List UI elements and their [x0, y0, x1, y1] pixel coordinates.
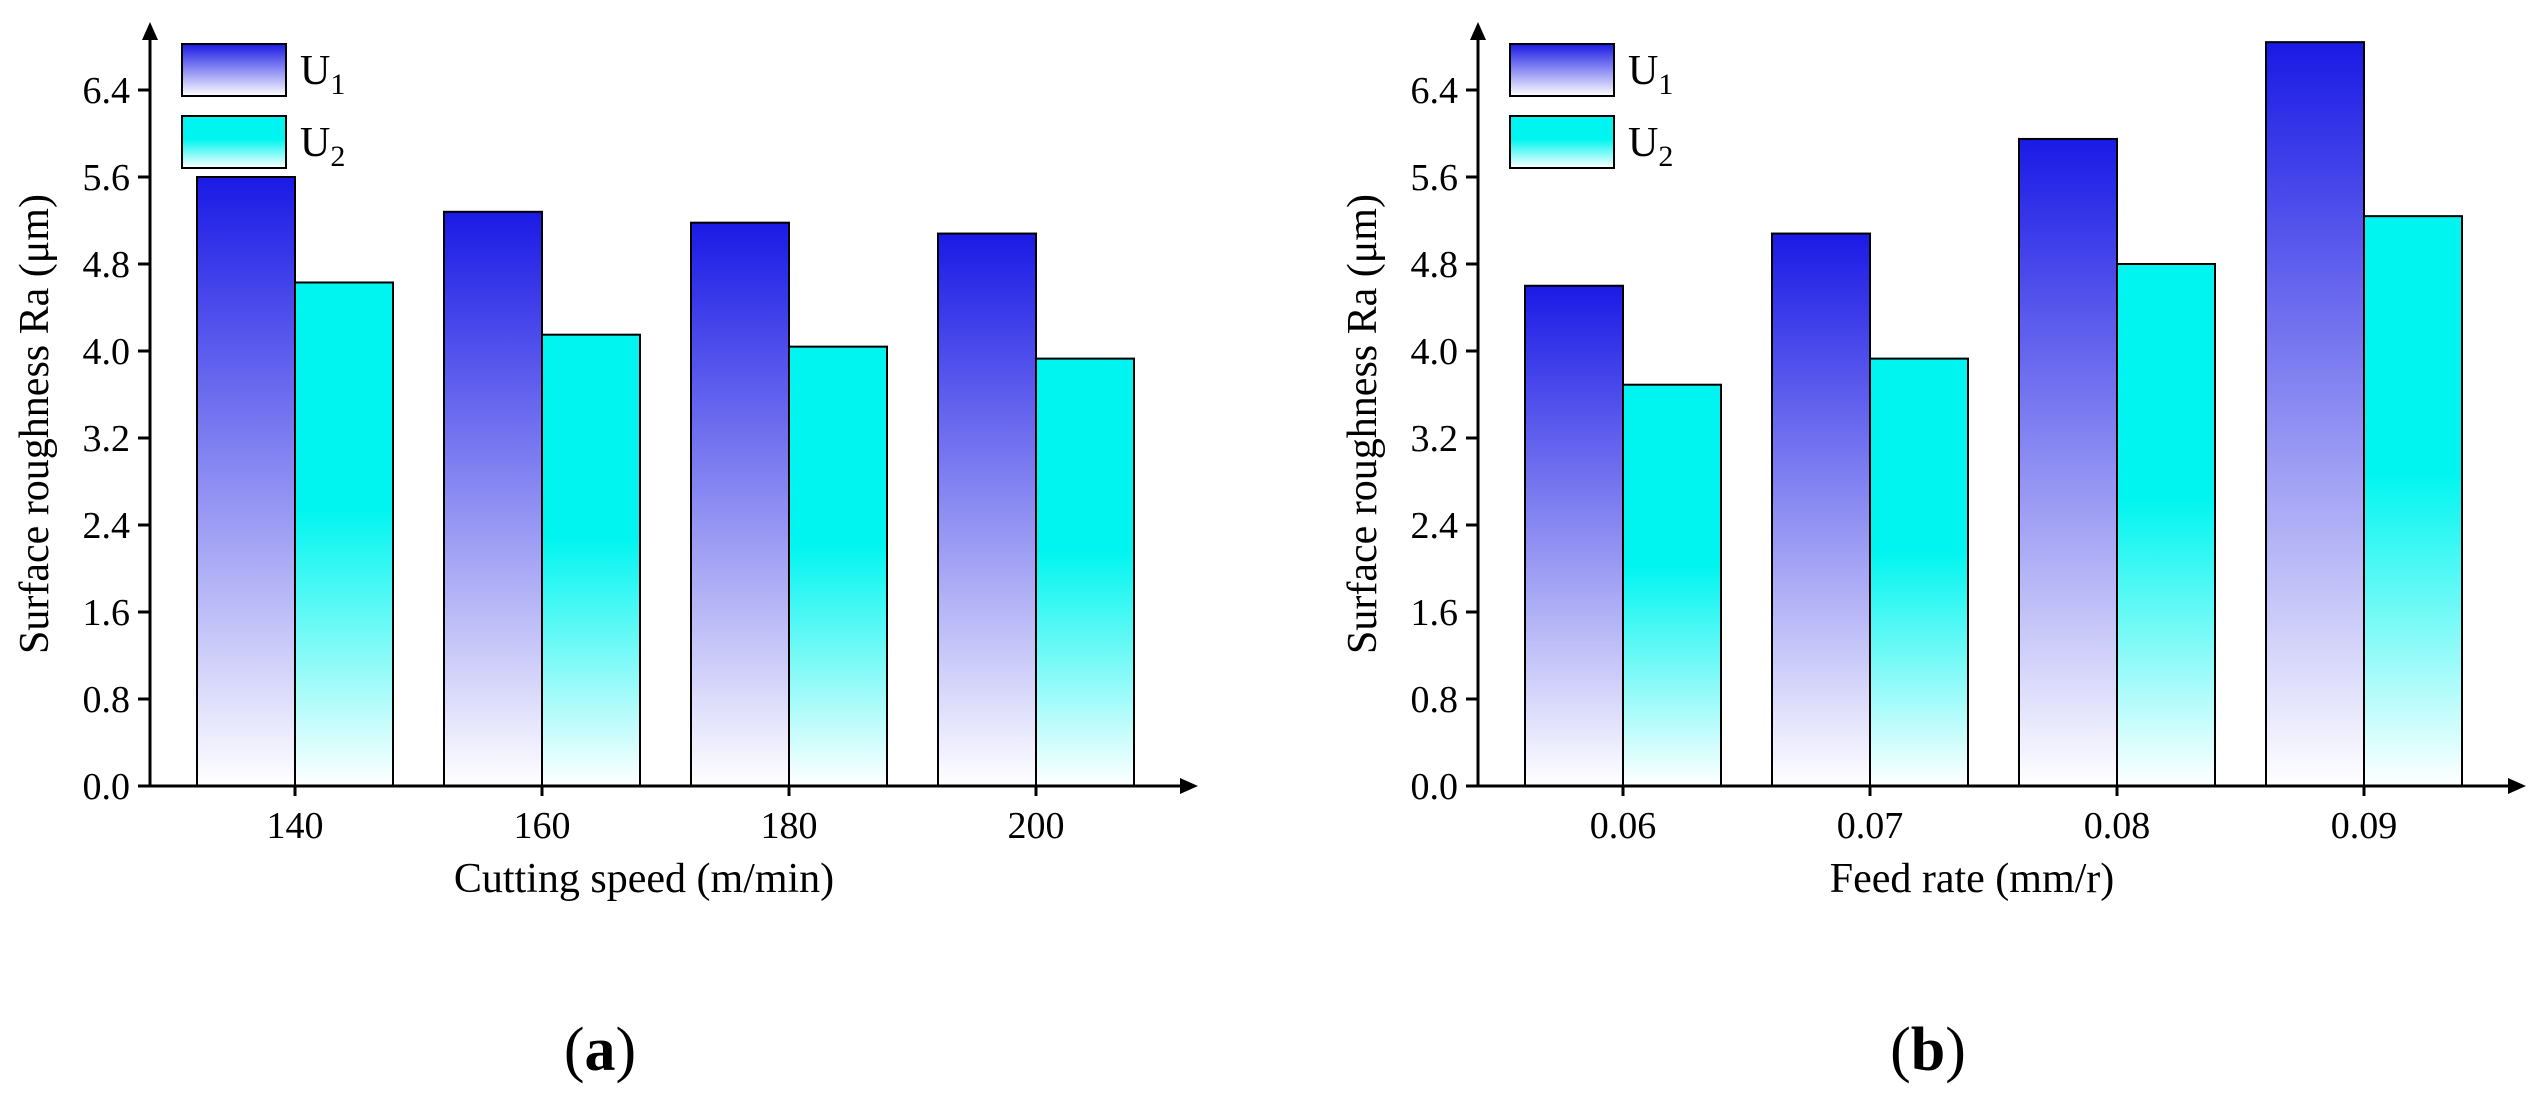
- panel-letter: a: [585, 1016, 616, 1084]
- bar-u2-140: [294, 281, 394, 787]
- panel-label: (a): [564, 1016, 636, 1084]
- bar-u1-0.06: [1524, 284, 1624, 787]
- y-tick-label: 0.0: [1411, 766, 1459, 808]
- legend-label-u1: U1: [1628, 48, 1673, 101]
- y-tick-label: 3.2: [83, 418, 131, 460]
- y-tick-label: 2.4: [83, 505, 131, 547]
- legend-swatch-u2: [1509, 115, 1615, 169]
- bar-u2-180: [788, 345, 888, 787]
- y-tick-label: 5.6: [83, 157, 131, 199]
- legend-label-u2: U2: [300, 120, 345, 173]
- legend-swatch-u1: [1509, 43, 1615, 97]
- bar-u2-0.07: [1869, 357, 1969, 787]
- y-axis-arrow: [142, 22, 158, 40]
- y-tick-label: 4.8: [1411, 244, 1459, 286]
- y-tick-label: 1.6: [83, 592, 131, 634]
- bar-u1-180: [690, 221, 790, 788]
- panel-letter: b: [1911, 1016, 1945, 1084]
- x-axis-title: Feed rate (mm/r): [1830, 856, 2115, 902]
- legend-swatch-u1: [181, 43, 287, 97]
- panel-label: (b): [1890, 1016, 1966, 1084]
- y-axis-title: Surface roughness Ra (μm): [12, 194, 58, 654]
- y-tick-label: 4.8: [83, 244, 131, 286]
- y-axis-arrow: [1470, 22, 1486, 40]
- bar-u1-0.08: [2018, 137, 2118, 787]
- legend-label-base: U: [1628, 48, 1658, 94]
- bar-u2-200: [1035, 357, 1135, 787]
- y-tick-label: 1.6: [1411, 592, 1459, 634]
- legend-label-base: U: [300, 48, 330, 94]
- y-tick-label: 5.6: [1411, 157, 1459, 199]
- x-tick-label: 0.07: [1837, 805, 1904, 847]
- legend-label-u2: U2: [1628, 120, 1673, 173]
- bar-u1-0.07: [1771, 232, 1871, 788]
- x-tick-label: 180: [761, 805, 818, 847]
- y-tick-label: 4.0: [83, 331, 131, 373]
- bar-u1-160: [443, 210, 543, 788]
- x-axis-title: Cutting speed (m/min): [454, 856, 834, 902]
- x-tick-label: 140: [267, 805, 324, 847]
- legend-label-subscript: 2: [330, 140, 345, 173]
- y-tick-label: 0.0: [83, 766, 131, 808]
- bar-u2-0.08: [2116, 263, 2216, 787]
- bar-u2-0.06: [1622, 383, 1722, 787]
- y-tick-label: 0.8: [83, 679, 131, 721]
- legend-label-subscript: 1: [330, 68, 345, 101]
- y-tick-label: 6.4: [1411, 70, 1459, 112]
- y-axis-title: Surface roughness Ra (μm): [1340, 194, 1386, 654]
- y-tick-label: 3.2: [1411, 418, 1459, 460]
- chart-b: 0.0 0.8 1.6 2.4 3.2 4.0 4.8 5.6 6.4 0.06 0.07 0.08 0…: [1340, 22, 2526, 1084]
- x-axis-arrow: [2508, 778, 2526, 794]
- legend-label-u1: U1: [300, 48, 345, 101]
- legend-label-base: U: [1628, 120, 1658, 166]
- y-tick-label: 6.4: [83, 70, 131, 112]
- legend-swatch-u2: [181, 115, 287, 169]
- legend-label-subscript: 1: [1658, 68, 1673, 101]
- bar-u1-0.09: [2265, 41, 2365, 787]
- x-tick-label: 160: [514, 805, 571, 847]
- x-tick-label: 200: [1008, 805, 1065, 847]
- y-tick-label: 0.8: [1411, 679, 1459, 721]
- chart-a: 0.0 0.8 1.6 2.4 3.2 4.0 4.8 5.6 6.4 140 160 180 200 C…: [12, 22, 1198, 1084]
- x-tick-label: 0.09: [2331, 805, 2398, 847]
- bar-u2-0.09: [2363, 215, 2463, 787]
- bar-u2-160: [541, 333, 641, 787]
- legend-label-subscript: 2: [1658, 140, 1673, 173]
- x-axis-arrow: [1180, 778, 1198, 794]
- y-tick-label: 4.0: [1411, 331, 1459, 373]
- x-tick-label: 0.08: [2084, 805, 2151, 847]
- legend-label-base: U: [300, 120, 330, 166]
- x-tick-label: 0.06: [1590, 805, 1657, 847]
- y-tick-label: 2.4: [1411, 505, 1459, 547]
- bar-u1-140: [196, 176, 296, 787]
- bar-u1-200: [937, 232, 1037, 788]
